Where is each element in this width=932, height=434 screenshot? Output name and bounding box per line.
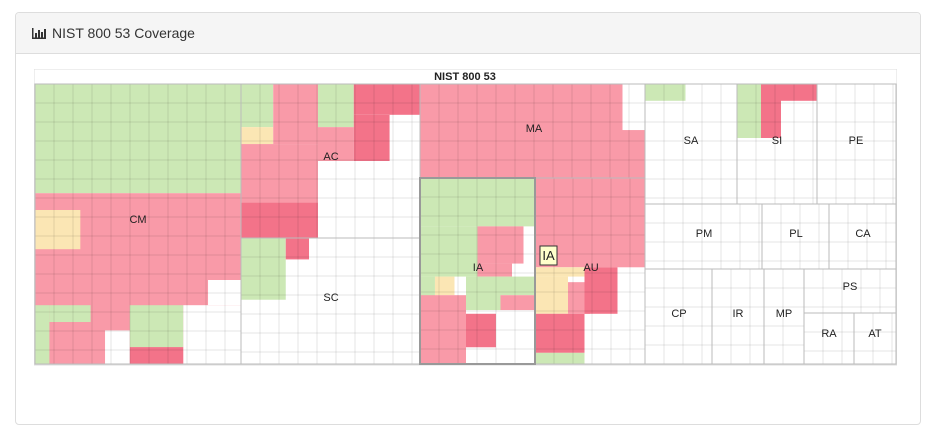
family-label-sa: SA	[684, 135, 699, 147]
family-ir[interactable]: IR	[711, 268, 765, 365]
family-at[interactable]: AT	[853, 312, 897, 365]
family-pl[interactable]: PL	[761, 203, 830, 270]
family-si[interactable]: SI	[736, 83, 818, 205]
family-label-pe: PE	[849, 135, 864, 147]
bar-chart-icon	[32, 27, 46, 39]
family-mp[interactable]: MP	[763, 268, 805, 365]
family-label-au: AU	[583, 262, 598, 274]
family-sc[interactable]: SC	[240, 237, 421, 365]
family-cp[interactable]: CP	[644, 268, 713, 365]
family-label-cp: CP	[671, 308, 686, 320]
panel-title: NIST 800 53 Coverage	[52, 25, 195, 41]
family-label-ac: AC	[323, 151, 338, 163]
family-label-si: SI	[772, 135, 782, 147]
family-ma[interactable]: MA	[419, 83, 646, 179]
family-label-ia: IA	[473, 262, 484, 274]
hover-highlight	[419, 177, 536, 365]
family-label-pm: PM	[696, 228, 713, 240]
family-label-ps: PS	[843, 281, 858, 293]
family-label-cm: CM	[129, 214, 146, 226]
chart-title: NIST 800 53	[434, 71, 496, 83]
family-pm[interactable]: PM	[644, 203, 763, 270]
panel-heading: NIST 800 53 Coverage	[16, 13, 920, 54]
family-label-pl: PL	[789, 228, 802, 240]
family-label-ra: RA	[821, 328, 837, 340]
family-label-ca: CA	[855, 228, 871, 240]
family-cm[interactable]: CM	[34, 83, 242, 365]
svg-text:IA: IA	[542, 248, 555, 263]
treemap-chart: NIST 800 53 CM AC SC MA IA AU SA SI PE PM PL CA CP IR M…	[34, 69, 897, 366]
family-sa[interactable]: SA	[644, 83, 738, 205]
family-label-ma: MA	[526, 123, 543, 135]
family-label-mp: MP	[776, 308, 793, 320]
family-ra[interactable]: RA	[803, 312, 855, 365]
family-label-at: AT	[868, 328, 882, 340]
family-ca[interactable]: CA	[828, 203, 897, 270]
family-ps[interactable]: PS	[803, 268, 897, 314]
hover-tooltip: IA	[539, 245, 558, 266]
family-pe[interactable]: PE	[816, 83, 897, 205]
family-ia[interactable]: IA	[419, 177, 536, 365]
family-label-sc: SC	[323, 292, 338, 304]
family-au[interactable]: AU	[534, 177, 646, 365]
family-label-ir: IR	[733, 308, 744, 320]
family-ac[interactable]: AC	[240, 83, 421, 239]
